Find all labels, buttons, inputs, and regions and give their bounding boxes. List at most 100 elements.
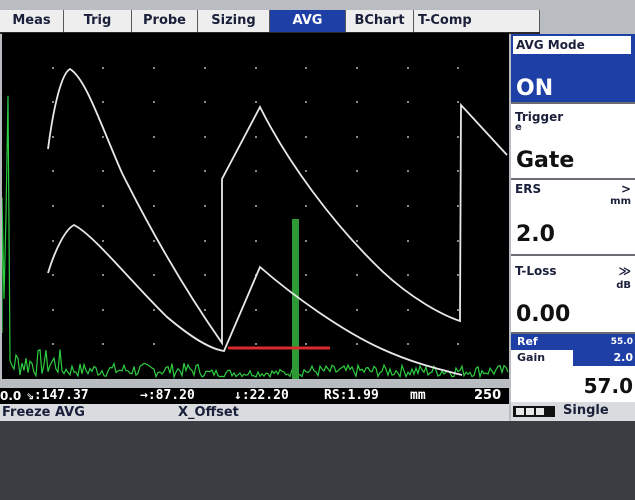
echo-signal [292, 219, 299, 379]
grid-dot [204, 170, 206, 172]
avg-mode-label: AVG Mode [513, 36, 631, 54]
grid-dot [255, 205, 257, 207]
grid-dot [102, 343, 104, 345]
grid-dot [356, 67, 358, 69]
grid-dot [52, 170, 54, 172]
readout-depth: ↓:22.20 [234, 388, 289, 403]
grid-dot [457, 136, 459, 138]
grid-dot [356, 136, 358, 138]
grid-dot [153, 136, 155, 138]
grid-dot [407, 170, 409, 172]
grid-dot [356, 205, 358, 207]
grid-dot [305, 274, 307, 276]
tab-tcomp[interactable]: T-Comp [414, 10, 540, 32]
status-left: Freeze AVG [2, 405, 85, 420]
grid-dot [407, 136, 409, 138]
grid-dot [204, 101, 206, 103]
grid-dot [457, 240, 459, 242]
grid-dot [204, 205, 206, 207]
grid-dot [153, 101, 155, 103]
gain-value: 57.0 [583, 374, 633, 398]
status-bar: Freeze AVG X_Offset [0, 404, 509, 421]
ref-value: 55.0 [610, 337, 633, 347]
tab-meas[interactable]: Meas [0, 10, 64, 32]
grid-dot [407, 274, 409, 276]
grid-dot [356, 101, 358, 103]
grid-dot [407, 309, 409, 311]
range-start: 0.0 [0, 389, 22, 403]
grid-dot [153, 67, 155, 69]
grid-dot [153, 343, 155, 345]
grid-dot [255, 309, 257, 311]
grid-dot [204, 136, 206, 138]
measurement-readout: ⇘:147.37 →:87.20 ↓:22.20 RS:1.99 mm [0, 388, 509, 404]
tab-sizing[interactable]: Sizing [198, 10, 270, 32]
readout-projection: →:87.20 [140, 388, 195, 403]
parameter-panel: AVG Mode ON Trigger e Gate ERS > mm 2.0 … [511, 34, 635, 421]
tab-bchart[interactable]: BChart [346, 10, 414, 32]
range-end: 250 [474, 388, 502, 403]
readout-soundpath: ⇘:147.37 [26, 388, 89, 403]
ref-gain-box[interactable]: Ref 55.0 Gain 2.0 57.0 [511, 332, 635, 402]
grid-dot [153, 309, 155, 311]
a-scan-display [2, 33, 509, 379]
ref-row[interactable]: Ref 55.0 [511, 334, 635, 350]
grid-dot [255, 67, 257, 69]
grid-dot [52, 343, 54, 345]
trigger-value: Gate [516, 148, 575, 173]
trigger-box[interactable]: Trigger e Gate [511, 102, 635, 178]
grid-dot [102, 67, 104, 69]
grid-dot [52, 101, 54, 103]
grid-dot [356, 240, 358, 242]
noise-trace [2, 95, 509, 379]
grid-dot [52, 205, 54, 207]
readout-rs: RS:1.99 [324, 388, 379, 403]
grid-dot [153, 205, 155, 207]
grid-dot [407, 205, 409, 207]
ers-label: ERS [515, 182, 542, 196]
grid-dot [255, 240, 257, 242]
avg-mode-box[interactable]: AVG Mode ON [511, 34, 635, 102]
grid-dot [204, 274, 206, 276]
grid-dot [356, 309, 358, 311]
grid-dot [52, 136, 54, 138]
grid-dot [153, 240, 155, 242]
grid-dot [102, 205, 104, 207]
grid-dot [102, 170, 104, 172]
readout-unit: mm [410, 388, 426, 403]
tloss-box[interactable]: T-Loss ≫ dB 0.00 [511, 254, 635, 332]
grid-dot [407, 240, 409, 242]
grid-dot [457, 309, 459, 311]
grid-dot [255, 170, 257, 172]
grid-dot [255, 343, 257, 345]
gain-step: 2.0 [613, 351, 634, 364]
menu-tabs: Meas Trig Probe Sizing AVG BChart T-Comp [0, 10, 540, 34]
grid-dot [52, 67, 54, 69]
avg-curve-lower [47, 223, 463, 376]
grid-dot [153, 170, 155, 172]
tab-avg[interactable]: AVG [270, 10, 346, 32]
grid-dots [52, 67, 459, 345]
trigger-label: Trigger [515, 110, 564, 124]
tab-trig[interactable]: Trig [64, 10, 132, 32]
battery-icon [513, 406, 555, 417]
grid-dot [457, 343, 459, 345]
grid-dot [457, 205, 459, 207]
grid-dot [204, 309, 206, 311]
tab-probe[interactable]: Probe [132, 10, 198, 32]
grid-dot [356, 170, 358, 172]
grid-dot [102, 309, 104, 311]
grid-dot [305, 136, 307, 138]
ers-arrow: > [620, 182, 631, 196]
grid-dot [102, 240, 104, 242]
grid-dot [407, 67, 409, 69]
grid-dot [356, 274, 358, 276]
grid-dot [52, 309, 54, 311]
grid-dot [305, 101, 307, 103]
status-center: X_Offset [178, 405, 239, 420]
grid-dot [102, 274, 104, 276]
ers-box[interactable]: ERS > mm 2.0 [511, 178, 635, 254]
grid-dot [305, 67, 307, 69]
gain-row[interactable]: Gain 2.0 [511, 350, 635, 366]
grid-dot [356, 343, 358, 345]
